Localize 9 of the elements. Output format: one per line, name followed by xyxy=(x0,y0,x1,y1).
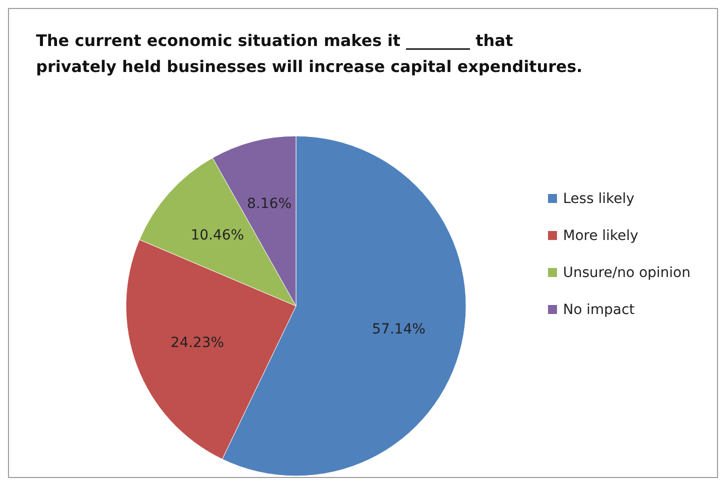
data-label: 8.16% xyxy=(247,196,292,212)
legend-label: Less likely xyxy=(563,191,634,207)
data-label: 10.46% xyxy=(190,228,244,244)
data-label: 57.14% xyxy=(372,321,426,338)
chart-title: The current economic situation makes it ________ that privately held businesses will increase capital expenditures. xyxy=(36,31,582,76)
legend-label: Unsure/no opinion xyxy=(563,265,690,281)
legend-label: No impact xyxy=(563,302,636,318)
legend-label: More likely xyxy=(563,228,638,244)
data-label: 24.23% xyxy=(170,335,224,352)
